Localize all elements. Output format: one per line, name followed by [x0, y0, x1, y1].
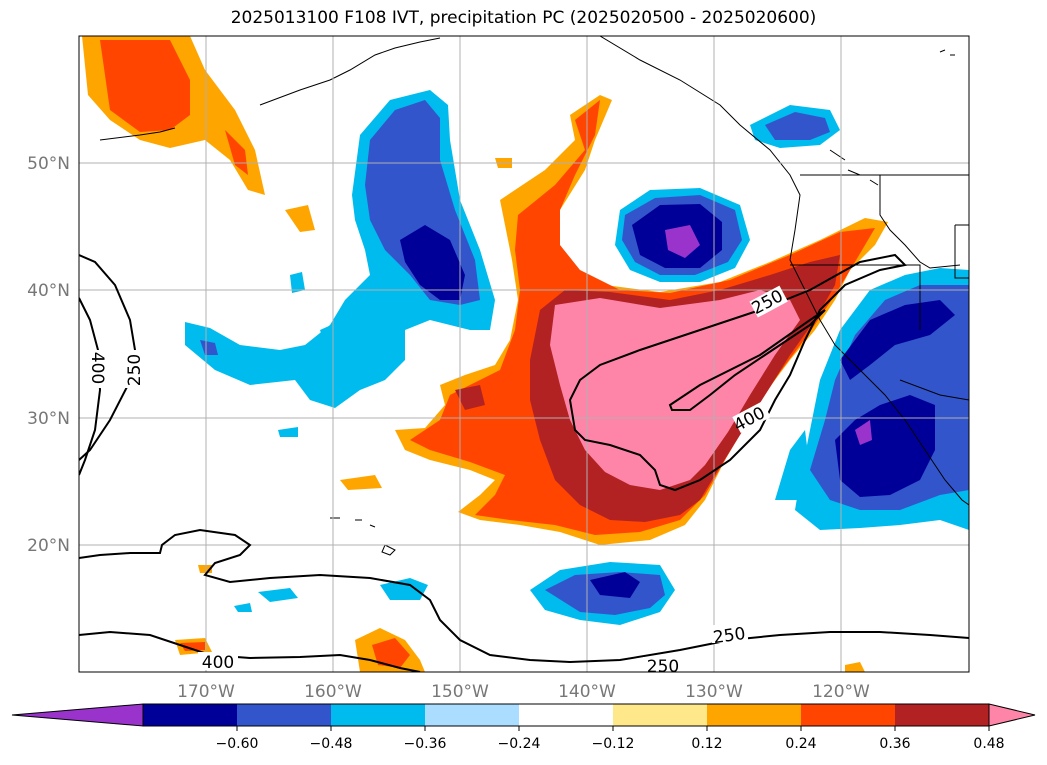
colorbar-segment	[613, 704, 707, 726]
colorbar-tick-label: 0.24	[785, 736, 816, 752]
colorbar-segment	[707, 704, 801, 726]
contour-label: 250	[647, 657, 679, 677]
colorbar-tick-label: −0.36	[404, 736, 447, 752]
colorbar-segment	[801, 704, 895, 726]
colorbar-segment	[237, 704, 331, 726]
lat-label-50: 50°N	[27, 154, 70, 174]
lon-label-170w: 170°W	[177, 682, 235, 702]
latitude-labels: 50°N 40°N 30°N 20°N	[27, 154, 70, 556]
precip-shading	[82, 36, 969, 672]
colorbar-tick-label: −0.12	[592, 736, 635, 752]
lon-label-150w: 150°W	[431, 682, 489, 702]
figure-title: 2025013100 F108 IVT, precipitation PC (2…	[230, 8, 817, 28]
contour-labels: 250 400 250 400 250 400 250	[87, 285, 788, 677]
colorbar-segment	[143, 704, 237, 726]
lat-label-20: 20°N	[27, 536, 70, 556]
map-frame	[78, 35, 970, 673]
contour-label: 400	[87, 352, 107, 384]
colorbar-segment	[895, 704, 989, 726]
contour-label: 250	[125, 354, 145, 386]
lon-label-120w: 120°W	[812, 682, 870, 702]
lat-label-40: 40°N	[27, 281, 70, 301]
lon-label-130w: 130°W	[685, 682, 743, 702]
colorbar-tick-label: −0.48	[310, 736, 353, 752]
gridlines	[79, 36, 969, 672]
colorbar-min-extend	[11, 703, 144, 727]
colorbar-frame	[142, 703, 990, 727]
colorbar-tick-label: 0.36	[879, 736, 910, 752]
colorbar-segment	[331, 704, 425, 726]
contour-label: 400	[202, 653, 234, 673]
colorbar: −0.60 −0.48 −0.36 −0.24 −0.12 0.12 0.24 0.36 0.4…	[11, 703, 1036, 752]
coastlines	[99, 36, 969, 556]
colorbar-max-extend	[988, 703, 1036, 727]
colorbar-segment	[519, 704, 613, 726]
lon-label-160w: 160°W	[304, 682, 362, 702]
colorbar-tick-label: 0.12	[691, 736, 722, 752]
lat-label-30: 30°N	[27, 409, 70, 429]
colorbar-tick-label: −0.60	[216, 736, 259, 752]
colorbar-segment	[425, 704, 519, 726]
longitude-labels: 170°W 160°W 150°W 140°W 130°W 120°W	[177, 682, 870, 702]
contour-label: 250	[712, 624, 747, 648]
colorbar-tick-label: −0.24	[498, 736, 541, 752]
colorbar-tick-label: 0.48	[973, 736, 1004, 752]
lon-label-140w: 140°W	[558, 682, 616, 702]
